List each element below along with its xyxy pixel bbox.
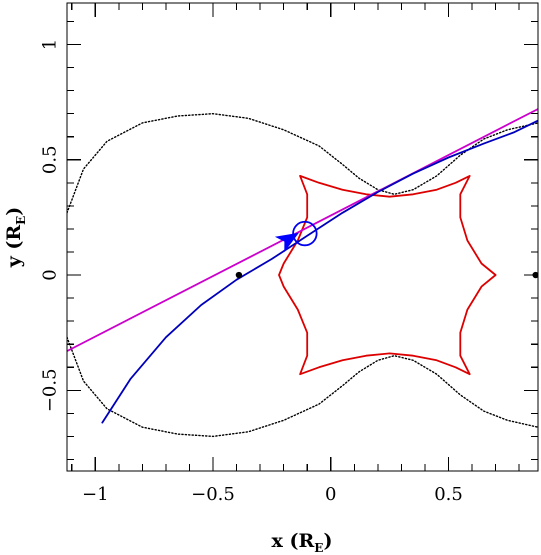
y-tick-label: −0.5 xyxy=(40,368,61,412)
x-axis-label: x (RE) xyxy=(272,530,333,555)
caustic-2 xyxy=(278,175,497,376)
x-tick-label: −0.5 xyxy=(191,484,235,505)
y-tick-label: 0 xyxy=(40,269,61,280)
lens-point-0 xyxy=(235,271,243,279)
x-tick-label: 0 xyxy=(325,484,336,505)
critical-curve-1 xyxy=(67,336,538,438)
ticks-layer xyxy=(67,3,538,471)
straight-trajectory-3 xyxy=(67,108,538,352)
tick-labels: −1 −0.5 0 0.5 −0.5 0 0.5 1 xyxy=(40,39,463,505)
source-circle xyxy=(292,220,318,247)
data-layer xyxy=(67,108,538,438)
direction-arrow xyxy=(274,232,299,253)
x-tick-label: −1 xyxy=(82,484,109,505)
curved-trajectory-4 xyxy=(101,119,538,424)
y-tick-label: 0.5 xyxy=(40,145,61,174)
critical-curve-0 xyxy=(67,113,538,214)
x-tick-label: 0.5 xyxy=(434,484,463,505)
plot-frame xyxy=(66,2,539,472)
y-axis-label: y (RE) xyxy=(3,207,28,269)
y-tick-label: 1 xyxy=(40,39,61,50)
